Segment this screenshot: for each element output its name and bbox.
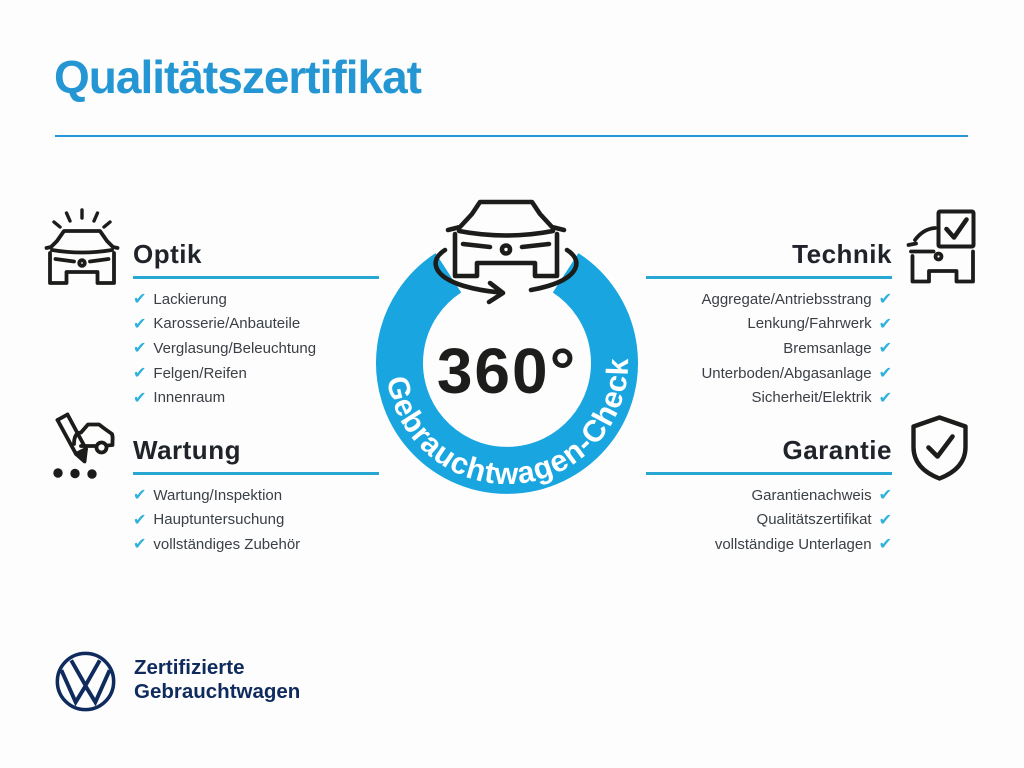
checklist: ✔ Lackierung ✔ Karosserie/Anbauteile ✔ Verg… bbox=[133, 287, 379, 410]
car-360-rotation-icon bbox=[433, 199, 579, 305]
section-underline bbox=[133, 276, 379, 279]
item-label: Karosserie/Anbauteile bbox=[153, 315, 301, 333]
check-icon: ✔ bbox=[878, 534, 892, 554]
section-wartung: Wartung ✔ Wartung/Inspektion ✔ Hauptunters… bbox=[133, 434, 379, 557]
item-label: Lackierung bbox=[153, 290, 227, 308]
checklist-item: ✔ Lackierung bbox=[133, 287, 379, 312]
check-icon: ✔ bbox=[878, 313, 892, 333]
checklist-item: ✔ Wartung/Inspektion bbox=[133, 483, 379, 508]
checklist-item: ✔ Felgen/Reifen bbox=[133, 361, 379, 386]
check-icon: ✔ bbox=[133, 289, 147, 309]
checklist: ✔ Wartung/Inspektion ✔ Hauptuntersuchung ✔… bbox=[133, 483, 379, 557]
section-underline bbox=[133, 472, 379, 475]
badge-ring bbox=[376, 253, 638, 494]
section-title: Wartung bbox=[133, 435, 241, 465]
item-label: Sicherheit/Elektrik bbox=[751, 389, 872, 407]
sparkling-car-icon bbox=[44, 208, 120, 285]
checklist-item: vollständige Unterlagen ✔ bbox=[646, 532, 892, 557]
shield-check-icon bbox=[911, 415, 968, 481]
checklist-item: Lenkung/Fahrwerk ✔ bbox=[646, 312, 892, 337]
item-label: Hauptuntersuchung bbox=[153, 511, 285, 529]
checklist-item: ✔ Hauptuntersuchung bbox=[133, 508, 379, 533]
check-icon: ✔ bbox=[878, 485, 892, 505]
item-label: Felgen/Reifen bbox=[153, 364, 247, 382]
checklist: Garantienachweis ✔ Qualitätszertifikat ✔ v… bbox=[646, 483, 892, 557]
checklist-item: Sicherheit/Elektrik ✔ bbox=[646, 385, 892, 410]
section-garantie: Garantie Garantienachweis ✔ Qualitätszert… bbox=[646, 434, 892, 557]
check-icon: ✔ bbox=[133, 338, 147, 358]
item-label: Aggregate/Antriebsstrang bbox=[701, 290, 872, 308]
central-360-badge: Gebrauchtwagen-Check 360° bbox=[376, 199, 638, 494]
section-title: Optik bbox=[133, 239, 202, 269]
check-icon: ✔ bbox=[878, 363, 892, 383]
item-label: Garantienachweis bbox=[751, 486, 872, 504]
brand-line-1: Zertifizierte bbox=[134, 656, 245, 679]
check-icon: ✔ bbox=[878, 338, 892, 358]
check-icon: ✔ bbox=[133, 313, 147, 333]
car-checkbox-icon bbox=[906, 209, 976, 284]
vw-logo bbox=[55, 651, 116, 712]
brand-line-2: Gebrauchtwagen bbox=[134, 679, 301, 703]
section-underline bbox=[646, 276, 892, 279]
check-icon: ✔ bbox=[133, 534, 147, 554]
checklist-item: Unterboden/Abgasanlage ✔ bbox=[646, 361, 892, 386]
page-title: Qualitätszertifikat bbox=[54, 51, 422, 103]
item-label: Wartung/Inspektion bbox=[153, 486, 283, 504]
section-title: Technik bbox=[792, 239, 892, 269]
service-record-pencil-car-icon bbox=[53, 412, 115, 479]
item-label: vollständige Unterlagen bbox=[714, 535, 872, 553]
brand-text: Zertifizierte Gebrauchtwagen bbox=[134, 656, 300, 703]
check-icon: ✔ bbox=[878, 387, 892, 407]
item-label: Qualitätszertifikat bbox=[756, 511, 872, 529]
section-underline bbox=[646, 472, 892, 475]
item-label: Lenkung/Fahrwerk bbox=[747, 315, 872, 333]
check-icon: ✔ bbox=[133, 363, 147, 383]
section-technik: Technik Aggregate/Antriebsstrang ✔ Lenkun… bbox=[646, 238, 892, 410]
check-icon: ✔ bbox=[878, 509, 892, 529]
item-label: Unterboden/Abgasanlage bbox=[701, 364, 872, 382]
check-icon: ✔ bbox=[133, 387, 147, 407]
checklist-item: Bremsanlage ✔ bbox=[646, 336, 892, 361]
title-divider bbox=[55, 135, 968, 137]
checklist-item: ✔ vollständiges Zubehör bbox=[133, 532, 379, 557]
item-label: vollständiges Zubehör bbox=[153, 535, 301, 553]
section-optik: Optik ✔ Lackierung ✔ Karosserie/Anbauteile… bbox=[133, 238, 379, 410]
checklist-item: ✔ Karosserie/Anbauteile bbox=[133, 312, 379, 337]
checklist-item: Aggregate/Antriebsstrang ✔ bbox=[646, 287, 892, 312]
degree-label: 360° bbox=[437, 335, 577, 407]
checklist-item: ✔ Verglasung/Beleuchtung bbox=[133, 336, 379, 361]
checklist-item: Garantienachweis ✔ bbox=[646, 483, 892, 508]
checklist: Aggregate/Antriebsstrang ✔ Lenkung/Fahrwe… bbox=[646, 287, 892, 410]
section-title: Garantie bbox=[782, 435, 892, 465]
item-label: Verglasung/Beleuchtung bbox=[153, 339, 317, 357]
check-icon: ✔ bbox=[133, 509, 147, 529]
item-label: Bremsanlage bbox=[783, 339, 872, 357]
check-icon: ✔ bbox=[878, 289, 892, 309]
checklist-item: Qualitätszertifikat ✔ bbox=[646, 508, 892, 533]
check-icon: ✔ bbox=[133, 485, 147, 505]
item-label: Innenraum bbox=[153, 389, 226, 407]
checklist-item: ✔ Innenraum bbox=[133, 385, 379, 410]
